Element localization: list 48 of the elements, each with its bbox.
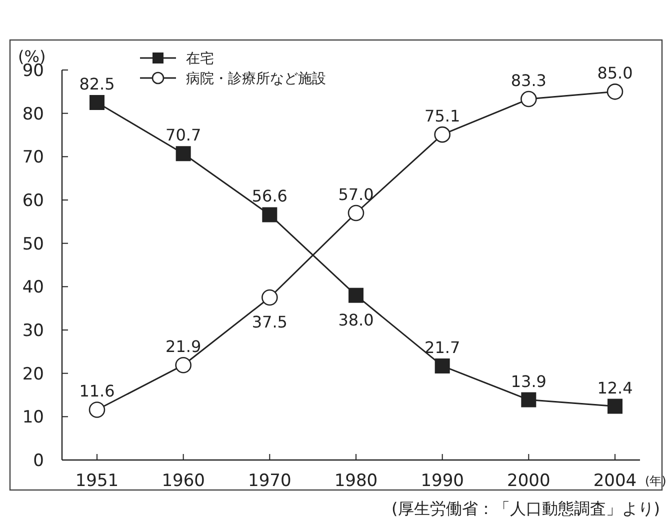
data-label: 12.4 <box>597 378 633 398</box>
data-label: 82.5 <box>79 74 115 94</box>
point <box>608 398 622 414</box>
point <box>434 358 450 374</box>
point <box>521 392 536 408</box>
x-axis-title: (年) <box>645 474 666 488</box>
data-label: 11.6 <box>79 382 115 401</box>
data-label: 21.7 <box>424 338 460 357</box>
data-label: 83.3 <box>510 71 546 90</box>
y-tick-label: 0 <box>33 451 44 471</box>
point <box>520 90 537 108</box>
y-tick-label: 10 <box>22 408 44 428</box>
point <box>88 402 106 418</box>
data-label: 13.9 <box>510 372 546 391</box>
point <box>262 289 278 306</box>
data-label: 75.1 <box>424 106 460 126</box>
data-label: 85.0 <box>597 64 633 83</box>
point <box>348 204 364 222</box>
point <box>176 146 191 162</box>
x-tick-label: 1990 <box>420 471 464 491</box>
point <box>175 356 192 374</box>
data-label: 21.9 <box>166 337 202 356</box>
data-label: 56.6 <box>252 186 288 206</box>
y-tick-label: 40 <box>22 278 44 298</box>
legend-label: 在宅 <box>186 51 214 67</box>
y-tick-label: 20 <box>22 364 44 384</box>
text: (厚生労働省：「人口動態調査」より) <box>392 499 660 518</box>
data-label: 70.7 <box>166 126 202 145</box>
point <box>348 288 364 303</box>
x-tick-label: 2004 <box>593 471 637 491</box>
y-tick-label: 80 <box>22 104 44 124</box>
y-tick-label: 70 <box>22 148 44 168</box>
point <box>90 95 104 110</box>
point <box>262 207 278 222</box>
data-label: 38.0 <box>338 310 374 330</box>
legend-label: 病院・診療所など施設 <box>186 71 326 87</box>
x-tick-label: 1980 <box>334 471 378 491</box>
x-tick-label: 2000 <box>507 471 550 491</box>
point <box>434 126 450 143</box>
x-tick-label: 1951 <box>75 471 119 491</box>
data-label: 57.0 <box>338 185 374 204</box>
y-tick-label: 30 <box>22 321 44 341</box>
point <box>606 84 624 100</box>
x-tick-label: 1970 <box>248 471 292 491</box>
y-tick-label: 60 <box>22 191 44 211</box>
x-tick-label: 1960 <box>162 471 205 491</box>
data-label: 37.5 <box>252 312 288 332</box>
y-tick-label: 50 <box>22 234 44 254</box>
